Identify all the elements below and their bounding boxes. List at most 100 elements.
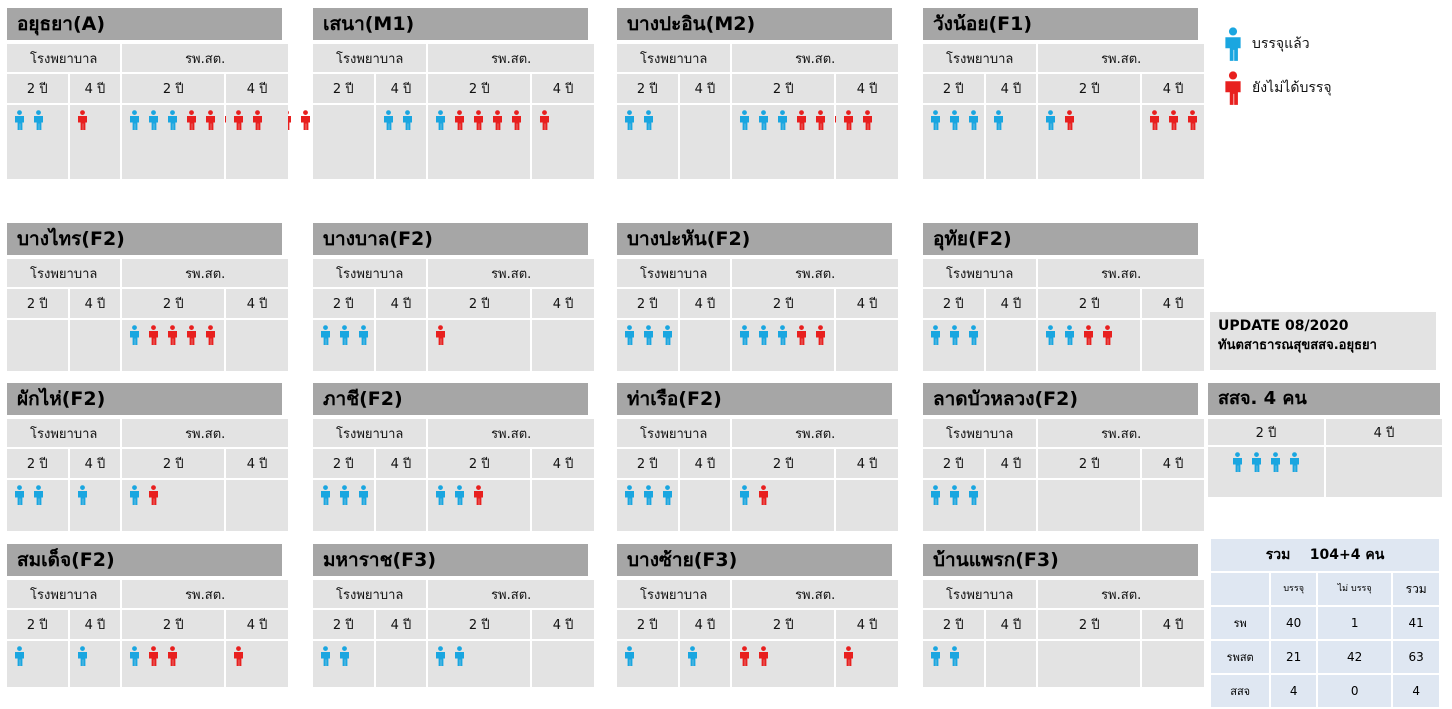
rpst-2y-header: 2 ปี: [122, 289, 225, 318]
district-panel: อยุธยา(A) โรงพยาบาล รพ.สต. 2 ปี 4 ปี 2 ปี 4 ปี: [7, 8, 368, 179]
person-blue-icon: [642, 485, 655, 505]
person-red-icon: [1167, 110, 1180, 130]
hospital-4y-header: 4 ปี: [69, 610, 121, 639]
district-title: มหาราช(F3): [313, 544, 588, 576]
person-red-icon: [1063, 110, 1076, 130]
person-red-icon: [538, 110, 551, 130]
hospital-4y-header: 4 ปี: [985, 289, 1037, 318]
district-grid: โรงพยาบาล รพ.สต. 2 ปี 4 ปี 2 ปี 4 ปี: [923, 259, 1204, 371]
person-blue-icon: [13, 485, 26, 505]
rpst-header: รพ.สต.: [732, 419, 898, 447]
summary-header-total: รวม: [1393, 573, 1439, 605]
person-red-icon: [814, 110, 827, 130]
district-panel: ภาชี(F2) โรงพยาบาล รพ.สต. 2 ปี 4 ปี 2 ปี 4 ปี: [313, 383, 594, 531]
district-panel: เสนา(M1) โรงพยาบาล รพ.สต. 2 ปี 4 ปี 2 ปี 4 ปี: [313, 8, 594, 179]
district-title: สมเด็จ(F2): [7, 544, 282, 576]
staff-figures-cell: [7, 480, 68, 531]
person-red-icon: [299, 110, 312, 130]
district-grid: โรงพยาบาล รพ.สต. 2 ปี 4 ปี 2 ปี 4 ปี: [313, 44, 594, 179]
staff-figures-cell: [69, 641, 121, 687]
legend-item-filled: บรรจุแล้ว: [1222, 22, 1442, 66]
rpst-header: รพ.สต.: [428, 580, 594, 608]
legend-label: บรรจุแล้ว: [1252, 36, 1310, 52]
person-blue-icon: [948, 110, 961, 130]
person-blue-icon: [128, 646, 141, 666]
rpst-4y-header: 4 ปี: [532, 610, 594, 639]
person-red-icon: [1082, 325, 1095, 345]
staff-figures-cell: [732, 320, 835, 371]
rpst-2y-header: 2 ปี: [428, 74, 531, 103]
rpst-header: รพ.สต.: [732, 44, 898, 72]
district-grid: โรงพยาบาล รพ.สต. 2 ปี 4 ปี 2 ปี 4 ปี: [923, 580, 1204, 687]
staff-figures-cell: [1142, 480, 1204, 531]
district-panel: บางบาล(F2) โรงพยาบาล รพ.สต. 2 ปี 4 ปี 2 ปี 4 ป…: [313, 223, 594, 371]
hospital-2y-header: 2 ปี: [7, 74, 68, 103]
rpst-2y-header: 2 ปี: [122, 74, 225, 103]
person-blue-icon: [128, 485, 141, 505]
rpst-4y-header: 4 ปี: [1142, 449, 1204, 478]
hospital-header: โรงพยาบาล: [7, 259, 121, 287]
rpst-4y-header: 4 ปี: [532, 289, 594, 318]
person-blue-icon: [948, 646, 961, 666]
district-grid: โรงพยาบาล รพ.สต. 2 ปี 4 ปี 2 ปี 4 ปี: [7, 44, 368, 179]
staff-figures-cell: [375, 320, 427, 371]
person-red-icon: [232, 646, 245, 666]
person-red-icon: [147, 325, 160, 345]
person-blue-icon: [319, 646, 332, 666]
person-blue-icon: [1288, 452, 1301, 472]
staff-figures-cell: [679, 641, 731, 687]
summary-cell-filled: 4: [1271, 675, 1316, 707]
ssj-panel: สสจ. 4 คน 2 ปี 4 ปี: [1208, 383, 1442, 497]
summary-cell-total: 63: [1393, 641, 1439, 673]
hospital-4y-header: 4 ปี: [375, 449, 427, 478]
person-blue-icon: [738, 110, 751, 130]
person-blue-icon: [623, 646, 636, 666]
person-blue-icon: [757, 325, 770, 345]
hospital-4y-header: 4 ปี: [985, 449, 1037, 478]
staff-figures-cell: [617, 320, 678, 371]
person-blue-icon: [357, 485, 370, 505]
hospital-4y-header: 4 ปี: [679, 289, 731, 318]
rpst-4y-header: 4 ปี: [1142, 74, 1204, 103]
hospital-4y-header: 4 ปี: [375, 610, 427, 639]
district-title: บางซ้าย(F3): [617, 544, 892, 576]
person-red-icon: [166, 325, 179, 345]
staff-figures-cell: [122, 641, 225, 687]
person-blue-icon: [623, 325, 636, 345]
hospital-2y-header: 2 ปี: [923, 74, 984, 103]
person-blue-icon: [32, 110, 45, 130]
staff-figures-cell: [532, 641, 594, 687]
person-red-icon: [76, 110, 89, 130]
rpst-4y-header: 4 ปี: [836, 610, 898, 639]
staff-figures-cell: [617, 480, 678, 531]
staff-figures-cell: [313, 320, 374, 371]
person-blue-icon: [776, 325, 789, 345]
hospital-4y-header: 4 ปี: [69, 74, 121, 103]
person-blue-icon: [929, 646, 942, 666]
district-panel: บางปะหัน(F2) โรงพยาบาล รพ.สต. 2 ปี 4 ปี 2 ปี 4…: [617, 223, 898, 371]
rpst-header: รพ.สต.: [122, 44, 288, 72]
hospital-4y-header: 4 ปี: [375, 289, 427, 318]
person-blue-icon: [434, 485, 447, 505]
staff-figures-cell: [532, 320, 594, 371]
staff-figures-cell: [923, 480, 997, 531]
district-title: ภาชี(F2): [313, 383, 588, 415]
summary-title: รวม 104+4 คน: [1211, 539, 1439, 571]
staff-figures-cell: [679, 105, 731, 179]
district-title: อยุธยา(A): [7, 8, 282, 40]
staff-figures-cell: [226, 105, 288, 179]
hospital-header: โรงพยาบาล: [7, 419, 121, 447]
district-grid: โรงพยาบาล รพ.สต. 2 ปี 4 ปี 2 ปี 4 ปี: [313, 259, 594, 371]
summary-cell-unfilled: 1: [1317, 607, 1392, 639]
person-blue-icon: [1044, 325, 1057, 345]
hospital-header: โรงพยาบาล: [923, 44, 1037, 72]
rpst-2y-header: 2 ปี: [122, 449, 225, 478]
staff-figures-cell: [7, 320, 68, 371]
staff-figures-cell: [7, 105, 68, 179]
hospital-2y-header: 2 ปี: [313, 610, 374, 639]
district-panel: อุทัย(F2) โรงพยาบาล รพ.สต. 2 ปี 4 ปี 2 ปี 4 ปี: [923, 223, 1204, 371]
person-blue-icon: [929, 485, 942, 505]
person-blue-icon: [13, 110, 26, 130]
person-blue-icon: [434, 646, 447, 666]
